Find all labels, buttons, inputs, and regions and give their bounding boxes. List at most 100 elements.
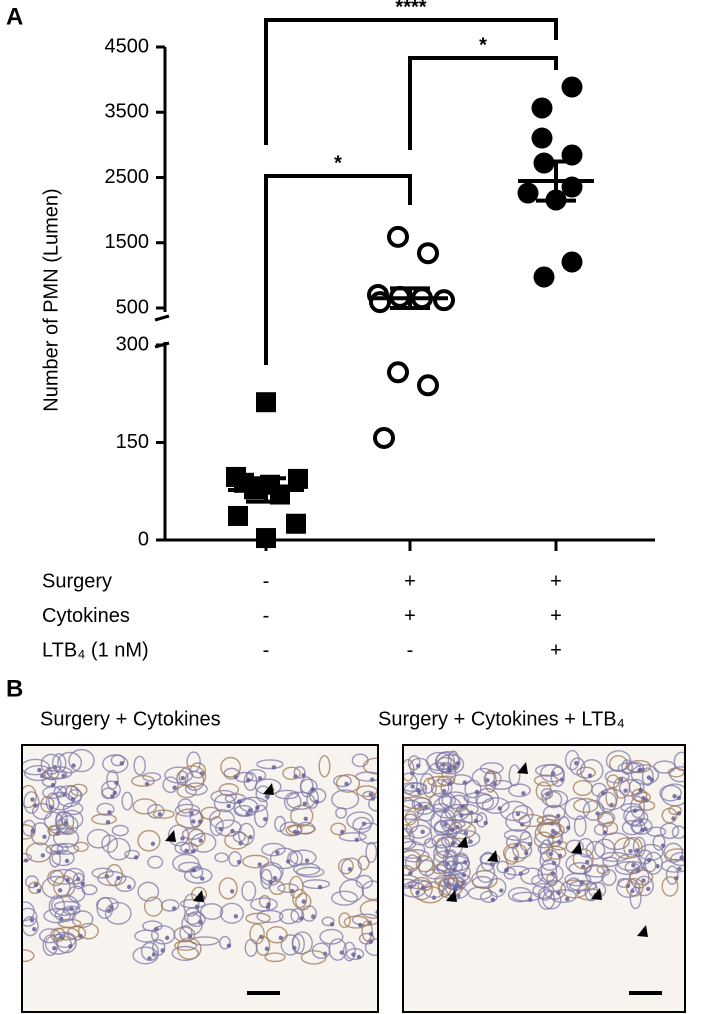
significance-label: **** — [395, 0, 426, 18]
nucleus — [245, 778, 251, 783]
cell — [642, 858, 657, 873]
nucleus — [672, 793, 677, 799]
cell — [70, 783, 88, 797]
cell — [256, 909, 284, 924]
cell — [596, 788, 626, 811]
cell — [441, 791, 470, 809]
nucleus — [660, 843, 666, 848]
cell — [178, 861, 202, 873]
cell — [292, 862, 321, 876]
cell — [576, 766, 596, 779]
cell — [542, 890, 562, 910]
nucleus — [33, 882, 39, 888]
data-point — [561, 76, 583, 98]
cell — [503, 867, 517, 880]
cell — [164, 766, 194, 784]
nucleus — [264, 794, 270, 799]
cell — [435, 751, 455, 771]
significance-label: * — [479, 34, 487, 56]
cell — [137, 829, 161, 852]
cell — [404, 810, 418, 826]
nucleus — [587, 773, 593, 778]
cell — [49, 869, 79, 885]
y-tick-label: 300 — [116, 333, 149, 355]
nucleus — [65, 877, 71, 883]
cell — [219, 902, 244, 924]
cell — [111, 824, 129, 837]
y-tick-label: 4500 — [105, 35, 150, 57]
nucleus — [339, 950, 344, 955]
cell — [238, 796, 268, 813]
nucleus — [314, 799, 319, 804]
nucleus — [257, 776, 263, 781]
cell — [105, 863, 123, 887]
nucleus — [344, 781, 349, 787]
nucleus — [632, 808, 638, 813]
cell — [403, 799, 425, 821]
nucleus — [226, 943, 232, 948]
data-point — [417, 242, 439, 265]
nucleus — [557, 853, 563, 858]
cell — [52, 927, 80, 941]
cell — [503, 829, 531, 841]
cell — [499, 800, 529, 822]
cell — [51, 753, 67, 774]
micrograph — [22, 745, 378, 1012]
cell — [345, 947, 365, 961]
cell — [147, 803, 165, 819]
nucleus — [233, 914, 239, 919]
nucleus — [497, 806, 502, 811]
cell — [630, 764, 660, 785]
condition-level: + — [404, 605, 416, 627]
cell — [537, 862, 564, 884]
nucleus — [638, 787, 643, 793]
condition-level: - — [263, 639, 270, 661]
cell — [121, 791, 133, 811]
cell — [186, 911, 206, 928]
nucleus — [317, 884, 323, 890]
cell — [634, 875, 654, 897]
cell — [404, 854, 420, 872]
cell — [471, 767, 496, 787]
cell — [616, 853, 643, 872]
cell — [424, 868, 447, 880]
cell — [403, 813, 419, 834]
nucleus — [164, 935, 170, 941]
cell — [174, 940, 198, 951]
cell — [220, 756, 242, 778]
cell — [539, 822, 565, 839]
cell — [417, 880, 433, 892]
cell — [441, 833, 457, 848]
cell — [596, 864, 609, 875]
arrowhead — [487, 850, 498, 862]
cell — [338, 858, 354, 875]
cell — [258, 895, 271, 908]
arrowhead — [571, 842, 582, 854]
cell — [264, 952, 286, 963]
cell — [244, 938, 258, 957]
image-frame — [402, 744, 686, 1013]
data-point — [531, 127, 553, 149]
nucleus — [602, 830, 608, 835]
cell — [431, 833, 454, 849]
cell — [24, 765, 53, 782]
cell — [290, 908, 305, 923]
nucleus — [271, 765, 277, 770]
nucleus — [154, 926, 159, 932]
y-tick-label: 3500 — [105, 101, 150, 123]
nucleus — [574, 760, 579, 766]
cell — [73, 841, 89, 852]
data-point — [369, 291, 391, 314]
cell — [147, 855, 164, 869]
cell — [183, 907, 202, 926]
cell — [174, 841, 191, 855]
image-frame — [21, 744, 379, 1013]
nucleus — [322, 951, 328, 956]
nucleus — [515, 811, 521, 817]
nucleus — [447, 768, 452, 773]
cell — [32, 802, 53, 820]
cell — [200, 806, 221, 820]
cell — [424, 837, 437, 849]
cell — [361, 880, 378, 901]
cell — [617, 877, 631, 889]
